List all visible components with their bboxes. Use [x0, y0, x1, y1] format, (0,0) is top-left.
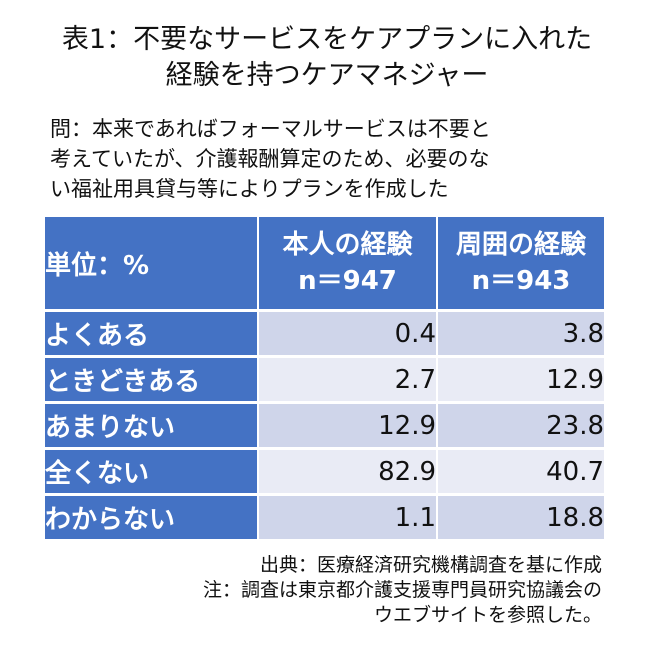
column-header-self: 本人の経験 n＝947: [259, 217, 436, 309]
table-row: わからない 1.1 18.8: [45, 496, 604, 539]
row-label: あまりない: [45, 404, 257, 447]
cell-value: 12.9: [259, 404, 436, 447]
row-label: わからない: [45, 496, 257, 539]
question-text: 問：本来であればフォーマルサービスは不要と 考えていたが、介護報酬算定のため、必…: [50, 114, 610, 204]
question-line-3: い福祉用具貸与等によりプランを作成した: [50, 177, 449, 201]
cell-value: 3.8: [438, 312, 604, 355]
question-line-2: 考えていたが、介護報酬算定のため、必要のな: [50, 147, 490, 171]
question-line-1: 問：本来であればフォーマルサービスは不要と: [50, 117, 491, 141]
table-row: あまりない 12.9 23.8: [45, 404, 604, 447]
cell-value: 0.4: [259, 312, 436, 355]
table-row: よくある 0.4 3.8: [45, 312, 604, 355]
column-header-others-n: n＝943: [471, 266, 571, 296]
cell-value: 40.7: [438, 450, 604, 493]
note-line-1: 注：調査は東京都介護支援専門員研究協議会の: [202, 579, 602, 601]
table-row: 全くない 82.9 40.7: [45, 450, 604, 493]
cell-value: 2.7: [259, 358, 436, 401]
column-header-others-name: 周囲の経験: [455, 230, 586, 260]
title-line-2: 経験を持つケアマネジャー: [165, 60, 489, 91]
title-line-1: 表1：不要なサービスをケアプランに入れた: [61, 24, 593, 55]
cell-value: 1.1: [259, 496, 436, 539]
cell-value: 18.8: [438, 496, 604, 539]
table-header-row: 単位：% 本人の経験 n＝947 周囲の経験 n＝943: [45, 217, 604, 309]
cell-value: 12.9: [438, 358, 604, 401]
unit-header: 単位：%: [45, 217, 257, 309]
column-header-self-n: n＝947: [298, 266, 397, 296]
row-label: よくある: [45, 312, 257, 355]
column-header-others: 周囲の経験 n＝943: [438, 217, 604, 309]
results-table: 単位：% 本人の経験 n＝947 周囲の経験 n＝943 よくある 0.4 3.…: [43, 214, 606, 542]
note-line-2: ウエブサイトを参照した。: [373, 604, 602, 626]
cell-value: 23.8: [438, 404, 604, 447]
column-header-self-name: 本人の経験: [282, 230, 413, 260]
row-label: ときどきある: [45, 358, 257, 401]
row-label: 全くない: [45, 450, 257, 493]
footnotes: 出典：医療経済研究機構調査を基に作成 注：調査は東京都介護支援専門員研究協議会の…: [203, 553, 602, 628]
source-note: 出典：医療経済研究機構調査を基に作成: [259, 554, 602, 576]
cell-value: 82.9: [259, 450, 436, 493]
table-title: 表1：不要なサービスをケアプランに入れた 経験を持つケアマネジャー: [0, 22, 654, 94]
table-row: ときどきある 2.7 12.9: [45, 358, 604, 401]
